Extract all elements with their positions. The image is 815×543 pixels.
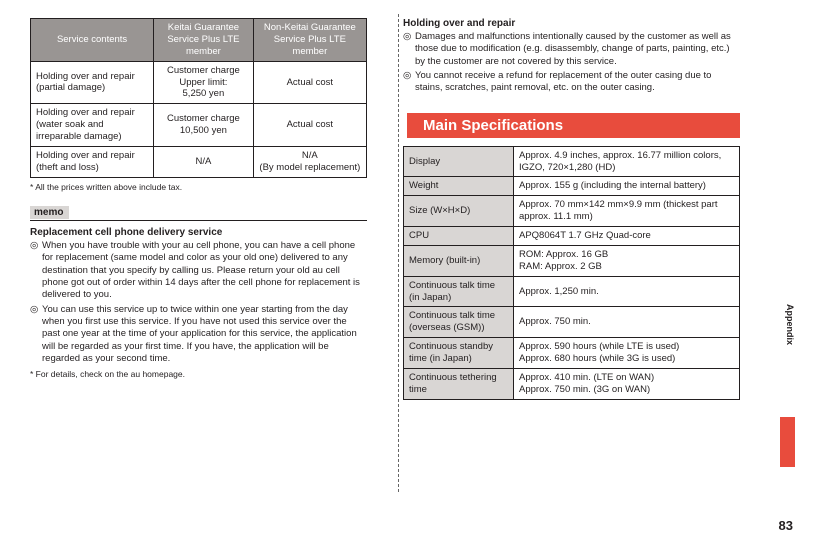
spec-key: Continuous standby time (in Japan)	[404, 338, 514, 369]
bullet-item: When you have trouble with your au cell …	[30, 240, 367, 302]
spec-val: APQ8064T 1.7 GHz Quad-core	[514, 227, 740, 246]
spec-key: CPU	[404, 227, 514, 246]
spec-val: Approx. 410 min. (LTE on WAN) Approx. 75…	[514, 368, 740, 399]
column-divider	[398, 14, 399, 492]
spec-val: Approx. 1,250 min.	[514, 276, 740, 307]
table-cell: Customer charge Upper limit: 5,250 yen	[154, 61, 254, 104]
spec-val: Approx. 590 hours (while LTE is used) Ap…	[514, 338, 740, 369]
page-number: 83	[779, 518, 793, 533]
section-title: Main Specifications	[403, 113, 740, 138]
spec-key: Continuous talk time (in Japan)	[404, 276, 514, 307]
spec-val: ROM: Approx. 16 GB RAM: Approx. 2 GB	[514, 245, 740, 276]
side-tab: Appendix	[780, 345, 795, 470]
right-column: Holding over and repair Damages and malf…	[385, 18, 740, 533]
subheading: Replacement cell phone delivery service	[30, 227, 367, 238]
footnote: * All the prices written above include t…	[30, 182, 367, 192]
spec-key: Weight	[404, 177, 514, 196]
spec-key: Continuous talk time (overseas (GSM))	[404, 307, 514, 338]
spec-table: DisplayApprox. 4.9 inches, approx. 16.77…	[403, 146, 740, 400]
table-cell: Holding over and repair (water soak and …	[31, 104, 154, 147]
spec-key: Continuous tethering time	[404, 368, 514, 399]
left-column: Service contents Keitai Guarantee Servic…	[30, 18, 385, 533]
th-service: Service contents	[31, 19, 154, 62]
side-tab-marker	[780, 417, 795, 467]
footnote: * For details, check on the au homepage.	[30, 369, 367, 379]
table-cell: Customer charge 10,500 yen	[154, 104, 254, 147]
subheading: Holding over and repair	[403, 18, 740, 29]
side-tab-label: Appendix	[785, 304, 795, 345]
service-table: Service contents Keitai Guarantee Servic…	[30, 18, 367, 178]
th-nonmember: Non-Keitai Guarantee Service Plus LTE me…	[253, 19, 366, 62]
table-cell: Holding over and repair (theft and loss)	[31, 146, 154, 177]
table-cell: N/A (By model replacement)	[253, 146, 366, 177]
memo-label: memo	[30, 206, 69, 219]
bullet-item: Damages and malfunctions intentionally c…	[403, 31, 740, 68]
spec-key: Memory (built-in)	[404, 245, 514, 276]
spec-val: Approx. 4.9 inches, approx. 16.77 millio…	[514, 146, 740, 177]
spec-key: Size (W×H×D)	[404, 196, 514, 227]
bullet-item: You can use this service up to twice wit…	[30, 304, 367, 366]
th-member: Keitai Guarantee Service Plus LTE member	[154, 19, 254, 62]
table-cell: N/A	[154, 146, 254, 177]
table-cell: Actual cost	[253, 104, 366, 147]
memo-heading: memo	[30, 206, 367, 221]
spec-val: Approx. 750 min.	[514, 307, 740, 338]
spec-key: Display	[404, 146, 514, 177]
table-cell: Holding over and repair (partial damage)	[31, 61, 154, 104]
spec-val: Approx. 155 g (including the internal ba…	[514, 177, 740, 196]
table-cell: Actual cost	[253, 61, 366, 104]
spec-val: Approx. 70 mm×142 mm×9.9 mm (thickest pa…	[514, 196, 740, 227]
bullet-item: You cannot receive a refund for replacem…	[403, 70, 740, 95]
